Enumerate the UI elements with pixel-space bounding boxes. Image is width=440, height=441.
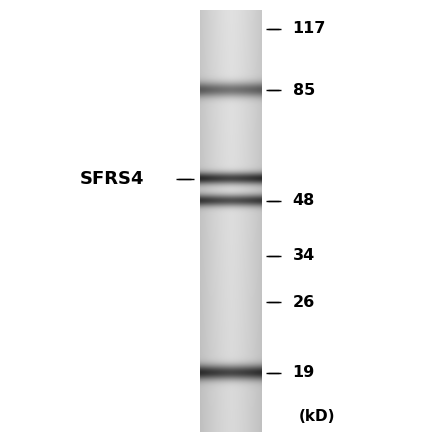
Text: 48: 48	[293, 193, 315, 208]
Text: 26: 26	[293, 295, 315, 310]
Text: 117: 117	[293, 21, 326, 36]
Text: 19: 19	[293, 365, 315, 380]
Text: 85: 85	[293, 83, 315, 98]
Text: (kD): (kD)	[299, 409, 335, 424]
Text: 34: 34	[293, 248, 315, 263]
Text: SFRS4: SFRS4	[80, 170, 144, 187]
